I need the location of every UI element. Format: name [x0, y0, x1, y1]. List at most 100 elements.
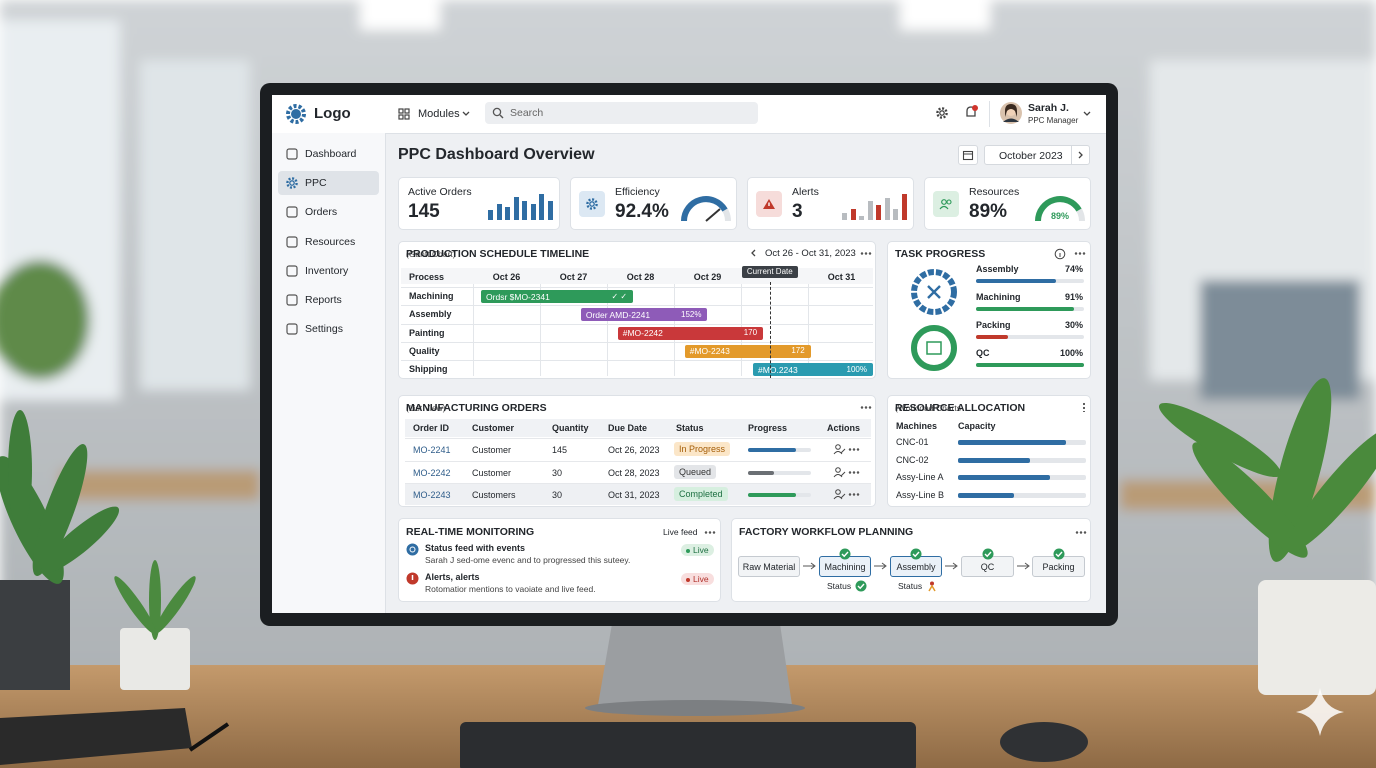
nav-label: Reports [305, 294, 342, 306]
step-label: QC [980, 562, 995, 572]
nav-item[interactable]: Resources [278, 230, 379, 254]
card-title: RESOURCE ALLOCATION (Workload Charts [895, 402, 1025, 414]
nav-icon [285, 235, 299, 249]
status-icon [926, 580, 938, 592]
period-label: October 2023 [999, 150, 1063, 162]
period-selector[interactable]: October 2023 [984, 145, 1090, 165]
capacity-bar [958, 440, 1066, 445]
kpi-value: 145 [408, 201, 440, 222]
nav-item[interactable]: PPC [278, 171, 379, 196]
progress-bar [976, 363, 1084, 367]
date-label: Oct 31 [827, 272, 856, 282]
feed-label: Live feed [663, 527, 698, 537]
more-menu[interactable] [1074, 252, 1086, 255]
gauge-label: 89% [1050, 211, 1069, 221]
date-label: Oct 29 [693, 272, 722, 282]
kpi-card: Active Orders 145 [398, 177, 560, 230]
title-text: PRODUCTION SCHEDULE TIMELINE [406, 248, 590, 260]
cell: Customer [472, 467, 512, 478]
task-name: Machining [976, 292, 1021, 302]
card-title: TASK PROGRESS [895, 248, 986, 260]
modules-menu[interactable]: Modules [418, 108, 460, 120]
event-text: Rotomatior mentions to vaoiate and live … [425, 584, 596, 594]
nav-item[interactable]: Orders [278, 200, 379, 224]
table-row: MO-2242 Customer 30 Oct 28, 2023 Queued [405, 460, 871, 483]
notifications-button [964, 105, 979, 120]
bar-note: 100% [846, 364, 867, 374]
prev-range [750, 249, 758, 257]
user-menu-chevron [1083, 110, 1091, 118]
search-icon [492, 107, 504, 119]
progress-bar [976, 279, 1056, 283]
more-menu[interactable] [704, 531, 716, 534]
cell: 30 [552, 490, 563, 500]
nav-label: Dashboard [305, 148, 357, 160]
info-icon [1054, 248, 1066, 260]
assign-action[interactable] [833, 443, 846, 456]
capacity-track [958, 493, 1086, 499]
calendar-button[interactable] [958, 145, 978, 165]
monitoring-card: REAL-TIME MONITORING Live feed Status feed… [398, 518, 721, 602]
nav-item[interactable]: Inventory [278, 259, 379, 283]
step-check [982, 548, 994, 560]
status-badge: Completed [674, 487, 728, 501]
more-menu[interactable] [860, 406, 872, 409]
orders-card: MANUFACTURING ORDERS (List View) Order ID… [398, 395, 876, 507]
more-menu[interactable] [1083, 402, 1085, 412]
nav-item[interactable]: Reports [278, 288, 379, 312]
gantt-bar[interactable]: #MO-2242 170 [617, 326, 764, 340]
cell: Customers [472, 490, 516, 500]
live-dot [686, 548, 690, 553]
gantt-row-line [401, 360, 873, 362]
event-icon [406, 543, 419, 556]
more-menu[interactable] [860, 252, 872, 255]
status-badge: Queued [674, 464, 717, 479]
gantt-bar[interactable]: #MO-2243 172 [684, 344, 811, 358]
mouse [1000, 722, 1088, 762]
kpi-spark-bar [513, 197, 519, 220]
assign-action[interactable] [833, 488, 846, 501]
workflow-step[interactable] [738, 556, 800, 577]
card-title: REAL-TIME MONITORING [406, 526, 535, 538]
gantt-row-line [401, 287, 873, 288]
column-header: Status [676, 423, 704, 433]
nav-item[interactable]: Dashboard [278, 142, 379, 166]
more-menu[interactable] [848, 470, 860, 474]
more-menu[interactable] [848, 493, 860, 496]
sidebar: Dashboard PPC Orders Resources Inventory Repo… [272, 133, 386, 613]
capacity-bar [958, 475, 1051, 481]
progress-bar [748, 493, 796, 497]
machine-name: CNC-01 [896, 437, 929, 447]
kpi-spark-bar [505, 207, 510, 220]
task-value: 100% [1059, 348, 1083, 358]
search-box[interactable]: Search [485, 102, 758, 124]
table-header [405, 419, 871, 437]
kpi-glyph [762, 197, 776, 211]
card-title: PRODUCTION SCHEDULE TIMELINE (Gantt Char… [406, 248, 589, 260]
gantt-col-line [607, 284, 608, 376]
kpi-label: Efficiency [615, 186, 660, 198]
machine-name: Assy-Line A [896, 472, 944, 483]
gantt-bar[interactable]: Order AMD-2241 152% [580, 308, 708, 322]
gantt-bar[interactable]: #MO.2243 100% [753, 363, 873, 377]
card-title: FACTORY WORKFLOW PLANNING [739, 526, 914, 538]
task-value: 91% [1064, 292, 1083, 302]
more-menu[interactable] [848, 448, 860, 451]
column-header: Actions [827, 423, 861, 433]
gantt-row-line [401, 323, 873, 325]
card-title: MANUFACTURING ORDERS (List View) [406, 402, 547, 414]
task-progress-card: TASK PROGRESS Assembly 74% Machining 91% Pack… [887, 241, 1091, 379]
assign-action[interactable] [833, 466, 846, 479]
more-menu[interactable] [1075, 531, 1087, 534]
step-check [1053, 548, 1065, 560]
plant-right [1158, 378, 1376, 695]
nav-item[interactable]: Settings [278, 317, 379, 341]
step-check [839, 548, 851, 560]
nav-icon [285, 205, 299, 219]
gantt-bar[interactable]: Ordsr $MO-2341 ✓ ✓ [481, 290, 634, 303]
kpi-value: 92.4% [615, 201, 669, 222]
settings-button [935, 106, 949, 120]
cell: 145 [552, 445, 568, 455]
progress-bar [976, 335, 1009, 339]
event-icon [406, 572, 419, 585]
